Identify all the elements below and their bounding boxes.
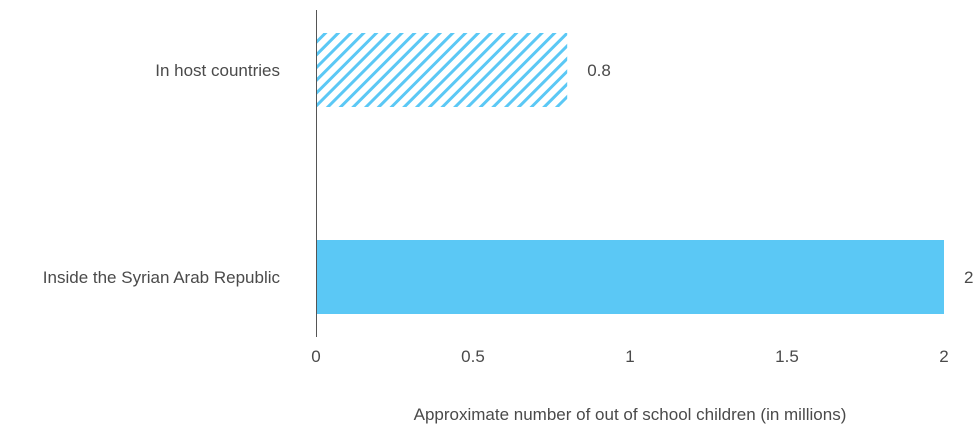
data-label-syria: 2 [964,268,973,287]
category-label-syria: Inside the Syrian Arab Republic [43,268,281,287]
x-tick-label: 0.5 [461,347,485,366]
category-label-host-countries: In host countries [155,61,280,80]
x-axis-title: Approximate number of out of school chil… [414,405,847,424]
x-tick-label: 0 [311,347,320,366]
x-tick-label: 1.5 [775,347,799,366]
bar-syria [316,240,944,314]
bar-host-countries [316,33,568,107]
x-tick-label: 1 [625,347,634,366]
x-tick-label: 2 [939,347,948,366]
data-label-host-countries: 0.8 [587,61,611,80]
